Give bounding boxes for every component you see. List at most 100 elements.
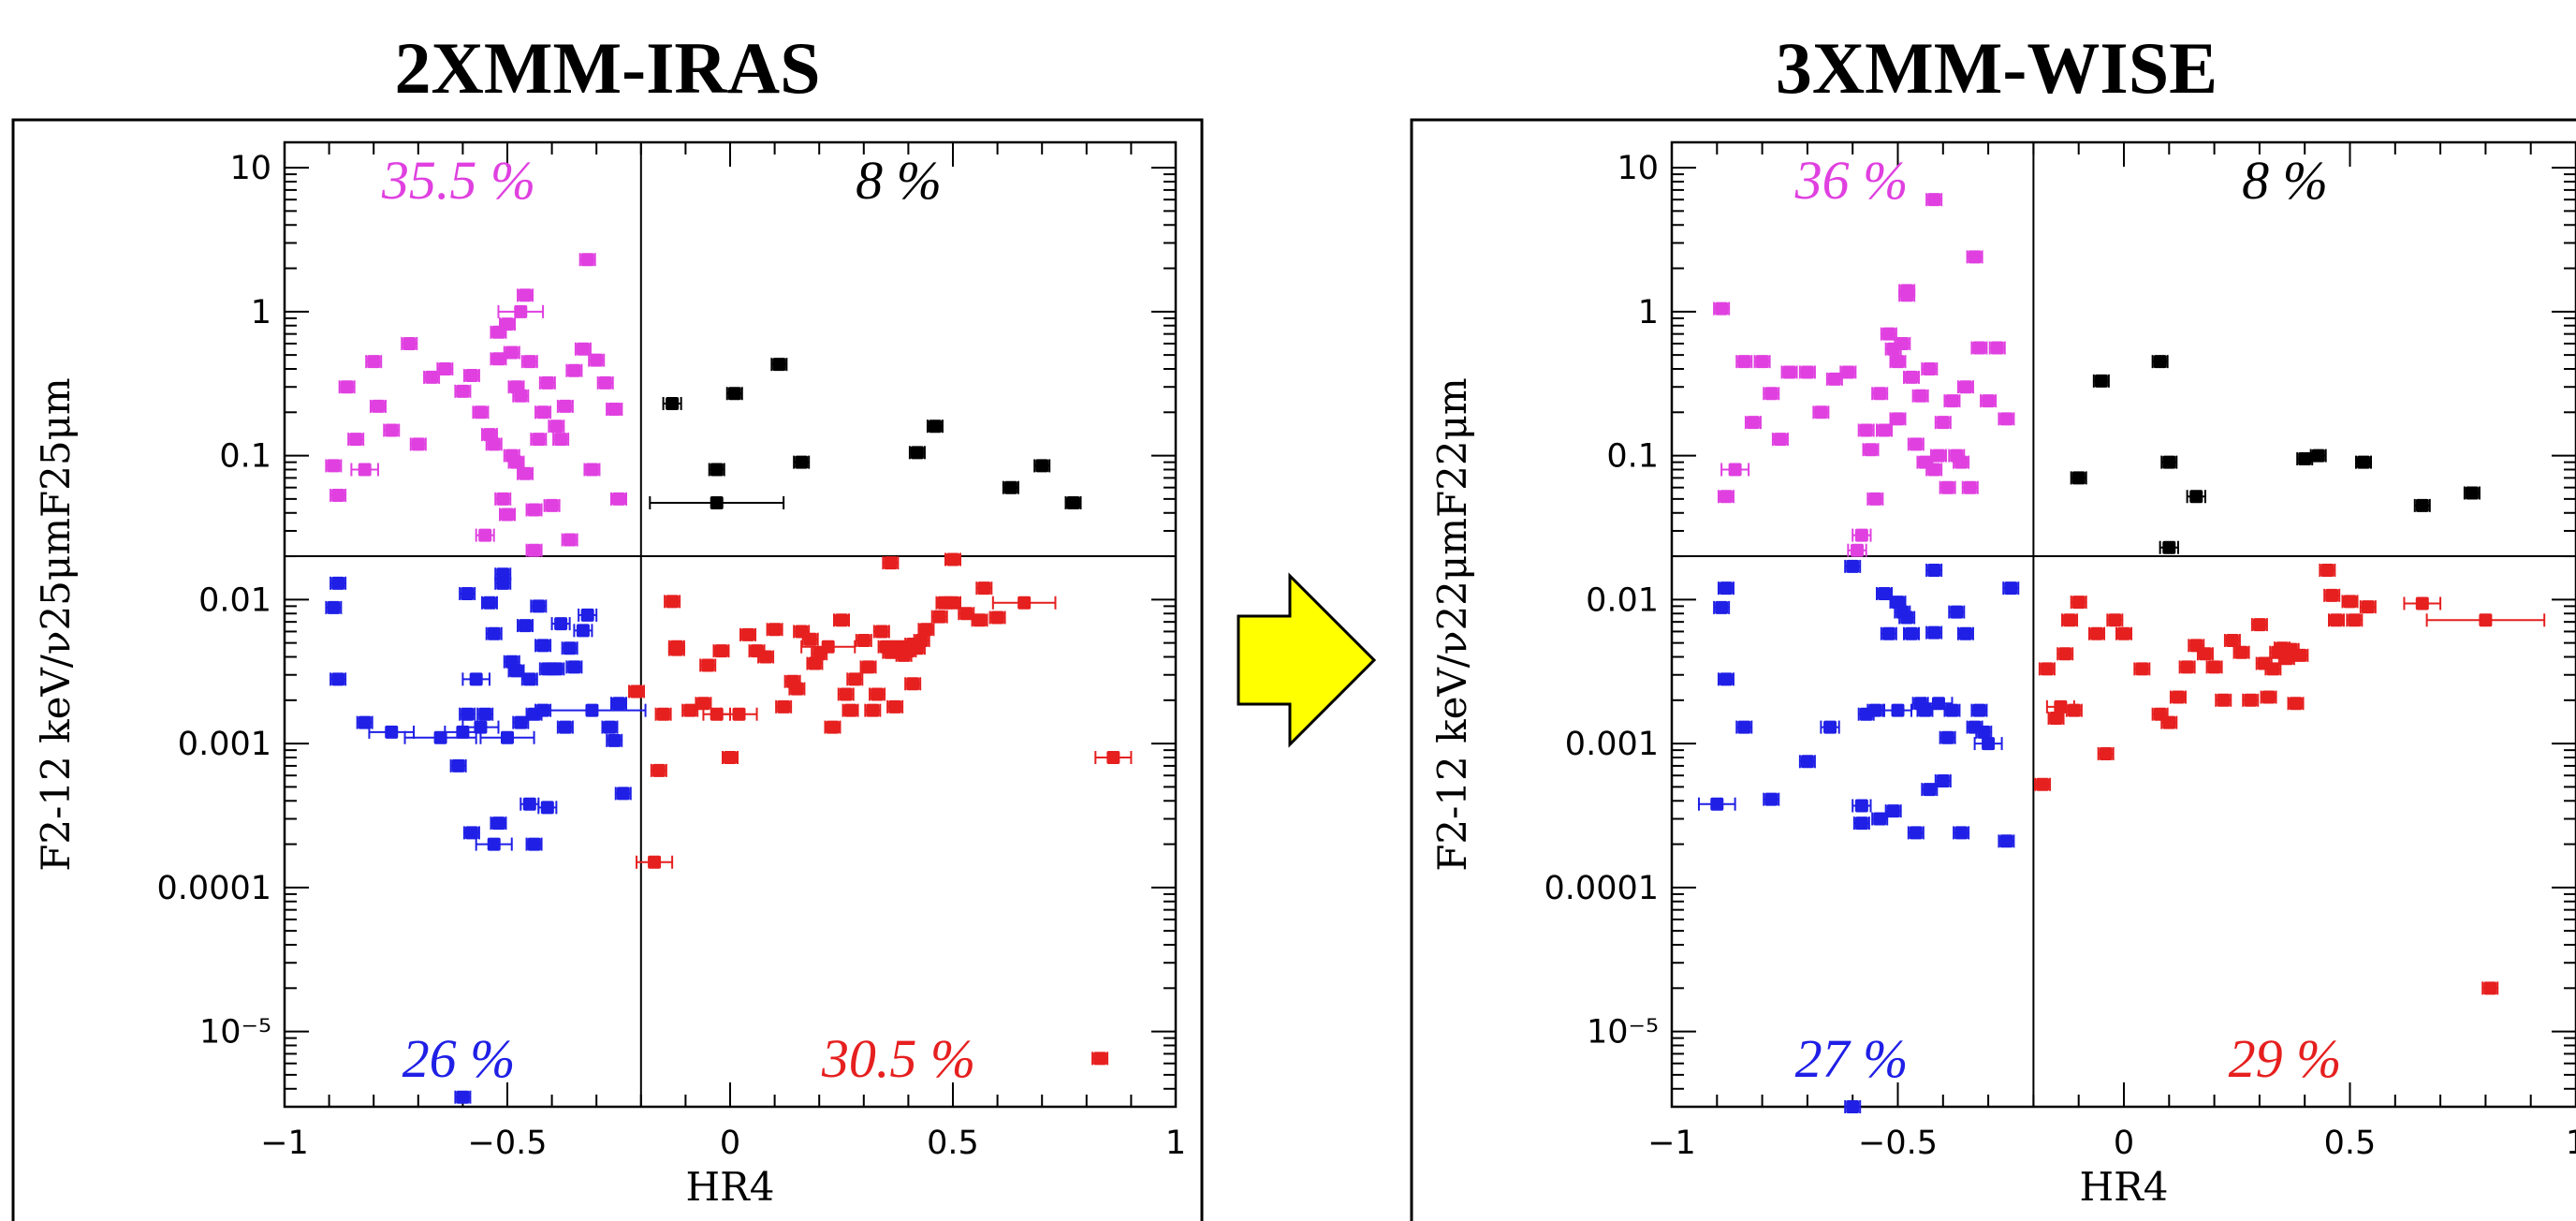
data-point: [1823, 720, 1837, 734]
data-point: [532, 599, 546, 613]
data-point: [839, 687, 853, 701]
data-point: [331, 672, 345, 686]
data-point: [2343, 595, 2357, 609]
data-point: [1936, 774, 1950, 788]
data-point: [536, 639, 550, 653]
axes-box: [283, 140, 1178, 1109]
data-point: [585, 703, 599, 717]
y-axis-label: F2-12 keV/ν25μmF25μm: [33, 377, 79, 871]
data-point: [1854, 816, 1868, 831]
data-point: [2162, 540, 2176, 554]
data-point: [821, 640, 835, 654]
data-point: [932, 610, 946, 624]
data-point: [598, 375, 612, 390]
data-point: [1782, 365, 1796, 379]
x-tick-label: −1: [1647, 1125, 1696, 1162]
data-point: [1881, 626, 1895, 640]
data-point: [1003, 480, 1017, 494]
x-tick-label: 0.5: [2324, 1125, 2377, 1162]
y-tick-label: 10: [1617, 150, 1659, 187]
data-point: [772, 358, 786, 372]
data-point: [558, 399, 572, 413]
data-point: [1728, 463, 1742, 477]
data-point: [1859, 423, 1873, 437]
data-point: [2289, 697, 2303, 711]
data-point: [2415, 498, 2429, 512]
data-point: [1972, 703, 1986, 717]
chart-title: 3XMM-WISE: [1775, 27, 2218, 109]
data-point: [540, 375, 554, 390]
data-point: [1891, 703, 1905, 717]
data-point: [558, 720, 572, 734]
data-point: [491, 816, 505, 831]
data-point: [496, 576, 510, 590]
data-point: [2311, 449, 2325, 463]
quadrant-percentage-label: 8 %: [856, 150, 942, 211]
data-point: [2162, 455, 2176, 469]
data-point: [385, 725, 399, 739]
data-point: [1873, 387, 1887, 401]
data-point: [1963, 480, 1977, 494]
data-point: [585, 463, 599, 477]
figure-frame: [1410, 118, 2576, 1221]
quadrant-percentage-label: 26 %: [402, 1028, 516, 1089]
data-point: [1982, 394, 1996, 408]
data-point: [540, 801, 554, 815]
x-tick-label: 0.5: [927, 1125, 979, 1162]
figure-frame: [11, 118, 1204, 1221]
data-point: [505, 346, 519, 360]
data-point: [496, 492, 510, 506]
x-axis-label: HR4: [686, 1164, 775, 1210]
y-tick-label: 10⁻⁵: [199, 1014, 271, 1052]
data-point: [433, 730, 447, 744]
data-point: [519, 619, 533, 633]
data-point: [1940, 730, 1954, 744]
data-point: [438, 362, 452, 376]
data-point: [554, 433, 568, 447]
scatter-plot-right: −1 −0.5 0 0.5 1 10 1 0.1 0.01 0.001 0.0001 10⁻⁵ HR4 F…: [1410, 118, 2576, 1221]
data-point: [402, 336, 417, 350]
data-point: [2108, 613, 2122, 627]
data-point: [1958, 380, 1972, 394]
quadrant-percentage-label: 36 %: [1794, 150, 1909, 211]
data-point: [928, 419, 942, 434]
data-point: [2189, 490, 2203, 504]
data-point: [563, 641, 577, 655]
data-point: [487, 626, 501, 640]
data-point: [522, 672, 536, 686]
data-point: [2117, 626, 2130, 640]
data-point: [425, 370, 439, 384]
quadrant-percentage-label: 27 %: [1795, 1028, 1909, 1089]
data-point: [1950, 605, 1964, 619]
data-point: [866, 703, 880, 717]
data-point: [884, 556, 898, 570]
data-point: [580, 253, 594, 267]
data-point: [607, 733, 622, 747]
data-point: [2356, 455, 2370, 469]
data-point: [973, 613, 987, 627]
quadrant-percentage-label: 30.5 %: [821, 1028, 975, 1089]
data-point: [727, 387, 741, 401]
data-point: [456, 384, 470, 398]
x-tick-label: 0: [2114, 1125, 2134, 1162]
data-point: [1093, 1052, 1107, 1066]
data-point: [1746, 416, 1760, 430]
data-point: [2266, 662, 2280, 676]
data-point: [1854, 799, 1868, 813]
y-tick-label: 0.01: [198, 581, 271, 619]
y-tick-label: 0.01: [1586, 581, 1659, 619]
data-point: [1814, 405, 1828, 419]
data-point: [1913, 389, 1927, 403]
data-point: [919, 623, 933, 637]
data-point: [514, 715, 528, 729]
data-point: [1106, 750, 1120, 764]
data-point: [2320, 563, 2334, 577]
data-point: [946, 596, 959, 610]
data-point: [777, 699, 791, 713]
data-point: [1886, 804, 1900, 818]
data-point: [536, 405, 550, 419]
y-tick-label: 0.0001: [157, 870, 271, 907]
data-point: [724, 750, 737, 764]
data-point: [1851, 543, 1865, 557]
data-point: [1737, 720, 1751, 734]
